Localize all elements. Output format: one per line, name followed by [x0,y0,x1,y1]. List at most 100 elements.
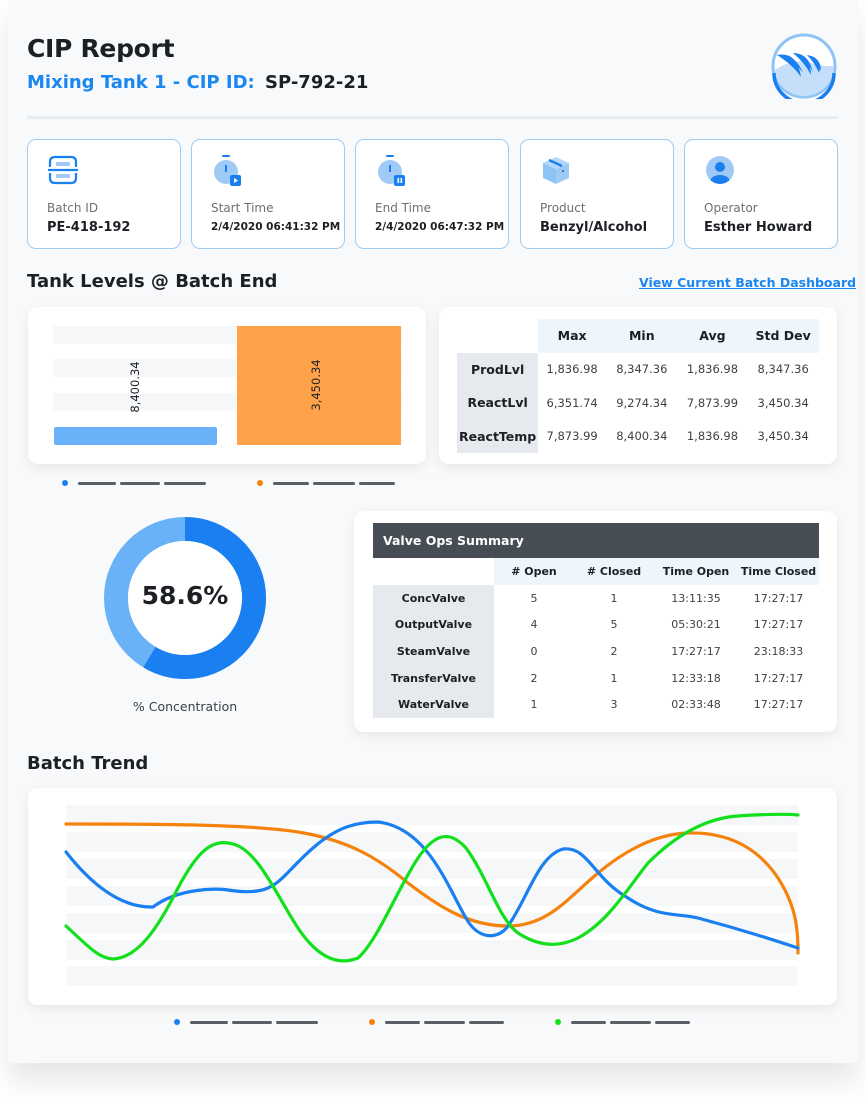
cell: 1 [530,698,538,712]
legend-label-placeholder [313,481,355,485]
cell: 05:30:21 [671,618,721,632]
trend-legend-series-3 [555,1019,694,1025]
legend-label-placeholder [276,1020,318,1024]
legend-dot [174,1019,180,1025]
row-header: ConcValve [373,585,494,612]
cell: 23:18:33 [753,644,804,658]
cell: 13:11:35 [671,591,721,605]
legend-label-placeholder [424,1020,465,1024]
row-header: TransferValve [373,664,494,692]
legend-dot [369,1019,375,1025]
bar-legend-series-1 [62,480,210,486]
cell: 8,347.36 [616,362,668,377]
legend-label-placeholder [655,1020,690,1024]
legend-label-placeholder [469,1020,504,1024]
legend-dot [62,480,68,486]
trend-legend-series-1 [174,1019,322,1025]
batch-id-card: Batch ID PE-418-192 [27,139,181,249]
cell: 8,400.34 [616,429,668,444]
cell: 6,351.74 [546,395,598,410]
cell: 0 [530,644,538,658]
stopwatch-pause-icon [375,154,407,186]
bar-series-1 [54,427,217,445]
operator-card: Operator Esther Howard [684,139,838,249]
cell: 2 [610,644,618,658]
legend-label-placeholder [190,1020,228,1024]
legend-label-placeholder [78,481,116,485]
table-row: ReactLvl 6,351.74 9,274.34 7,873.99 3,45… [457,386,819,420]
row-header: SteamValve [373,638,494,665]
cell: 1 [610,671,618,685]
view-dashboard-link[interactable]: View Current Batch Dashboard [639,275,857,290]
card-label: Start Time [211,201,274,215]
cell: 8,347.36 [757,362,809,377]
legend-label-placeholder [232,1020,272,1024]
cell: 2 [530,671,538,685]
valve-table-title: Valve Ops Summary [373,523,819,558]
stats-table-panel: Max Min Avg Std Dev ProdLvl 1,836.98 8,3… [439,307,837,464]
table-row: OutputValve 4 5 05:30:21 17:27:17 [373,611,819,639]
cell: 7,873.99 [546,429,598,444]
cell: 7,873.99 [686,395,739,410]
wave-logo-icon [771,33,837,105]
bar-1-value-label: 8,400.34 [128,361,142,413]
legend-label-placeholder [273,481,309,485]
table-row: WaterValve 1 3 02:33:48 17:27:17 [373,691,819,718]
column-header: Std Dev [747,319,819,353]
barcode-scan-icon [47,154,79,186]
tank-levels-bar-chart: 8,400.34 3,450.34 [28,307,426,464]
stats-table: Max Min Avg Std Dev ProdLvl 1,836.98 8,3… [457,319,819,453]
row-header: ProdLvl [457,352,539,386]
cell: 3,450.34 [757,429,809,444]
table-row: ConcValve 5 1 13:11:35 17:27:17 [373,585,819,612]
report-page: CIP Report Mixing Tank 1 - CIP ID: SP-79… [8,0,858,1063]
table-row: TransferValve 2 1 12:33:18 17:27:17 [373,664,819,692]
legend-label-placeholder [571,1020,606,1024]
row-header: ReactLvl [457,386,539,420]
card-value: PE-418-192 [47,220,131,235]
cell: 12:33:18 [671,671,721,685]
start-time-card: Start Time 2/4/2020 06:41:32 PM [191,139,345,249]
bar-legend-series-2 [257,480,399,486]
header-divider [27,116,838,119]
column-header: Time Open [654,558,738,585]
cell: 02:33:48 [671,698,721,712]
legend-label-placeholder [359,481,395,485]
cell: 4 [530,618,538,632]
box-icon [540,154,572,186]
cip-id-value: SP-792-21 [265,72,369,93]
concentration-donut-chart: 58.6% [104,517,266,679]
cell: 1,836.98 [546,362,598,377]
user-icon [704,154,736,186]
card-value: Esther Howard [704,220,813,235]
cell: 5 [530,591,538,605]
card-label: Operator [704,201,758,215]
page-subtitle: Mixing Tank 1 - CIP ID: SP-792-21 [27,72,368,93]
cell: 5 [610,618,618,632]
table-row: ProdLvl 1,836.98 8,347.36 1,836.98 8,347… [457,352,819,386]
legend-label-placeholder [385,1020,420,1024]
column-header: Min [605,319,678,353]
stopwatch-play-icon [211,154,243,186]
cell: 1 [610,591,618,605]
subtitle-label: Mixing Tank 1 - CIP ID: [27,72,255,93]
bar-series-2 [237,326,401,445]
table-row: ReactTemp 7,873.99 8,400.34 1,836.98 3,4… [457,419,819,453]
legend-label-placeholder [120,481,160,485]
legend-label-placeholder [610,1020,651,1024]
legend-dot [257,480,263,486]
cell: 17:27:17 [753,671,804,685]
cell: 1,836.98 [686,429,739,444]
cell: 17:27:17 [671,644,721,658]
column-header: Avg [677,319,748,353]
row-header: ReactTemp [457,419,539,453]
cell: 17:27:17 [753,591,804,605]
valve-ops-panel: Valve Ops Summary # Open # Closed Time O… [354,511,837,732]
page-title: CIP Report [27,34,175,63]
cell: 3,450.34 [757,395,809,410]
column-header: # Closed [574,558,654,585]
tank-levels-heading: Tank Levels @ Batch End [27,271,278,292]
cell: 1,836.98 [686,362,739,377]
legend-dot [555,1019,561,1025]
card-label: End Time [375,201,431,215]
